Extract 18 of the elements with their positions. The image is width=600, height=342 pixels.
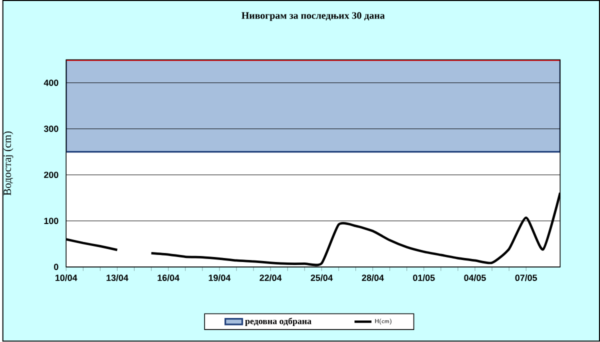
chart-title: Нивограм за последњих 30 дана <box>242 12 385 22</box>
x-tick-label: 19/04 <box>208 274 231 282</box>
y-tick-label: 0 <box>54 264 58 270</box>
y-tick-label: 400 <box>44 80 58 86</box>
x-tick-label: 07/05 <box>515 274 538 282</box>
x-tick-label: 13/04 <box>106 274 128 282</box>
x-tick-label: 22/04 <box>260 274 282 282</box>
x-tick-label: 04/05 <box>464 274 486 282</box>
y-axis-title: Водостај (cm) <box>3 132 14 196</box>
x-tick-label: 28/04 <box>362 274 384 282</box>
x-tick-label: 10/04 <box>56 274 78 282</box>
y-tick-label: 200 <box>44 172 58 178</box>
x-tick-label: 25/04 <box>310 274 333 282</box>
x-tick-label: 01/05 <box>413 274 435 282</box>
y-tick-label: 300 <box>44 126 58 132</box>
y-tick-label: 100 <box>44 218 58 224</box>
x-tick-label: 16/04 <box>158 274 180 282</box>
legend-label: редовна одбрана <box>245 318 312 326</box>
